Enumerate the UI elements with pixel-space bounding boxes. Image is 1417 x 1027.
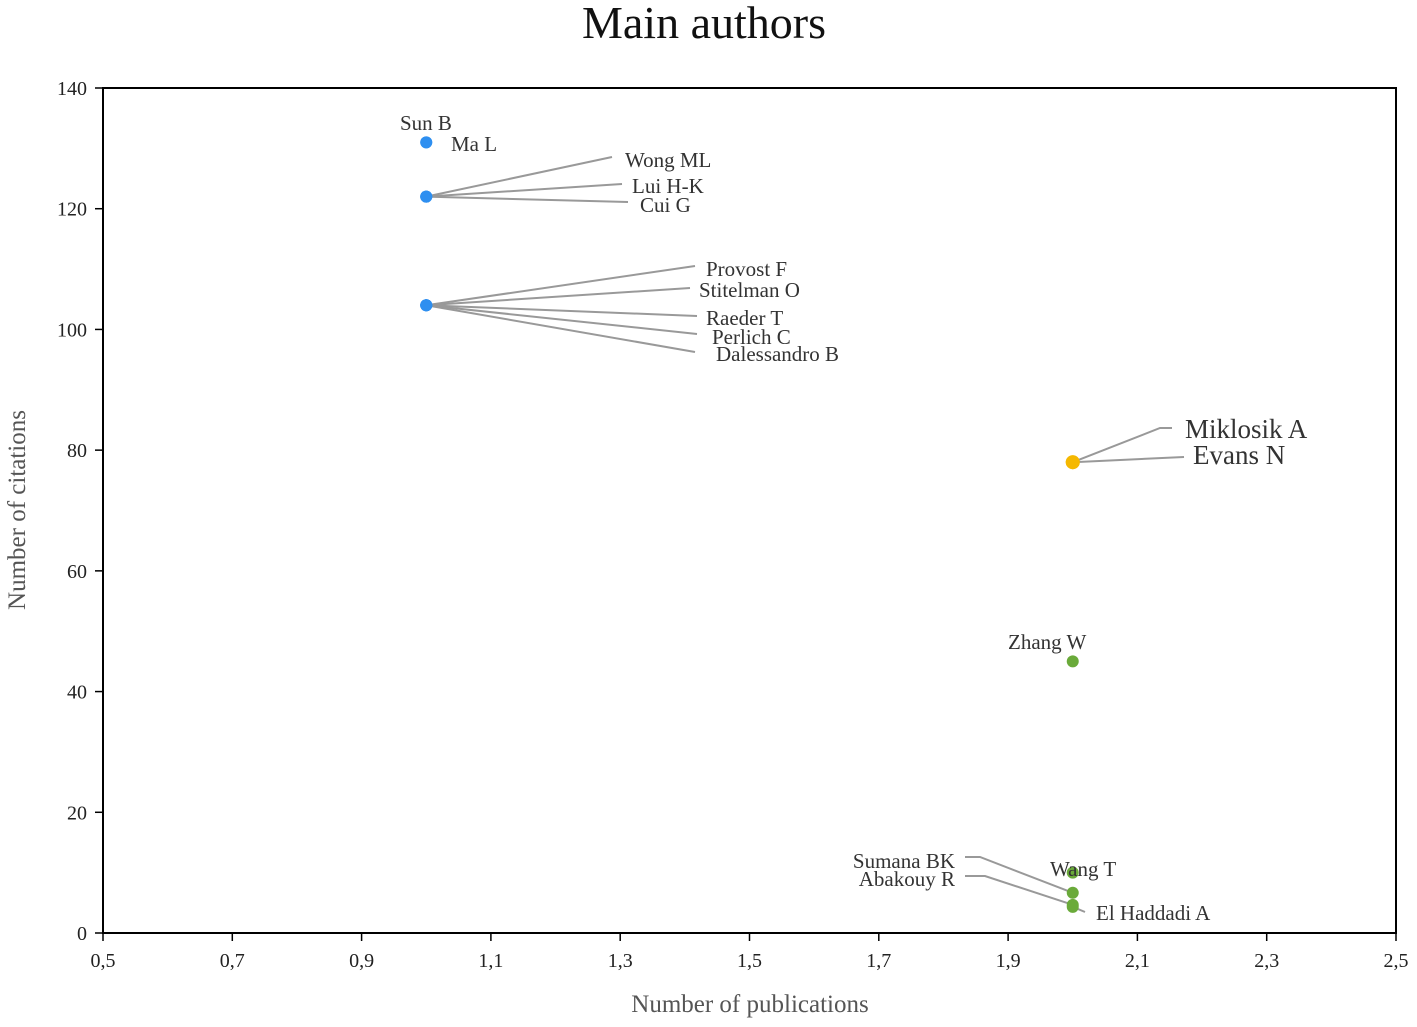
point-label: Wong ML <box>625 148 711 172</box>
point-label: Stitelman O <box>699 278 800 302</box>
data-point[interactable] <box>1066 886 1079 899</box>
data-point[interactable] <box>420 299 433 312</box>
y-tick-label: 140 <box>57 78 87 100</box>
data-point[interactable] <box>1065 455 1080 470</box>
point-label: Wang T <box>1050 857 1116 881</box>
leader-line <box>426 304 698 317</box>
point-label: Evans N <box>1193 440 1285 470</box>
y-axis-title: Number of citations <box>4 410 31 610</box>
data-point[interactable] <box>1066 900 1079 913</box>
data-point[interactable] <box>420 136 433 149</box>
point-label: Lui H-K <box>632 174 704 198</box>
plot-area <box>102 87 1397 934</box>
y-tick-label: 60 <box>67 561 87 583</box>
chart-title: Main authors <box>582 0 826 48</box>
x-axis-title: Number of publications <box>631 991 868 1018</box>
leader-line <box>426 156 613 198</box>
point-label: Miklosik A <box>1185 414 1308 444</box>
point-label: Raeder T <box>706 306 783 330</box>
point-label: Perlich C <box>712 325 791 349</box>
y-tick-label: 100 <box>57 319 87 341</box>
x-tick-label: 0,9 <box>349 950 374 972</box>
point-label: Ma L <box>451 132 497 156</box>
point-label: Cui G <box>640 193 691 217</box>
y-tick-label: 20 <box>67 802 87 824</box>
leader-line <box>965 875 1074 906</box>
y-tick-label: 40 <box>67 682 87 704</box>
x-tick-label: 0,7 <box>220 950 245 972</box>
point-label: El Haddadi A <box>1096 901 1211 925</box>
point-label: Abakouy R <box>859 867 955 891</box>
point-label: Dalessandro B <box>716 342 839 366</box>
point-label: Provost F <box>706 257 787 281</box>
leader-line <box>426 183 623 198</box>
x-tick-label: 1,5 <box>737 950 762 972</box>
y-tick-label: 0 <box>77 923 87 945</box>
leader-line <box>426 195 629 203</box>
leader-line <box>426 265 696 307</box>
data-point[interactable] <box>1066 655 1079 668</box>
leader-line <box>1072 427 1172 464</box>
x-tick-label: 2,1 <box>1125 950 1150 972</box>
x-tick-label: 2,5 <box>1384 950 1409 972</box>
x-tick-label: 0,5 <box>91 950 116 972</box>
leader-line <box>426 304 698 335</box>
leader-line <box>426 287 691 307</box>
x-tick-label: 1,7 <box>866 950 891 972</box>
x-tick-label: 1,3 <box>608 950 633 972</box>
point-label: Zhang W <box>1008 630 1087 654</box>
x-tick-label: 2,3 <box>1254 950 1279 972</box>
data-point[interactable] <box>420 190 433 203</box>
leader-line <box>1072 456 1185 464</box>
data-point[interactable] <box>1066 866 1079 879</box>
leader-line <box>965 856 1074 894</box>
point-label: Sun B <box>400 111 452 135</box>
x-tick-label: 1,9 <box>996 950 1021 972</box>
y-tick-label: 120 <box>57 199 87 221</box>
x-tick-label: 1,1 <box>478 950 503 972</box>
point-label: Sumana BK <box>853 849 955 873</box>
y-tick-label: 80 <box>67 440 87 462</box>
leader-line <box>426 304 696 353</box>
